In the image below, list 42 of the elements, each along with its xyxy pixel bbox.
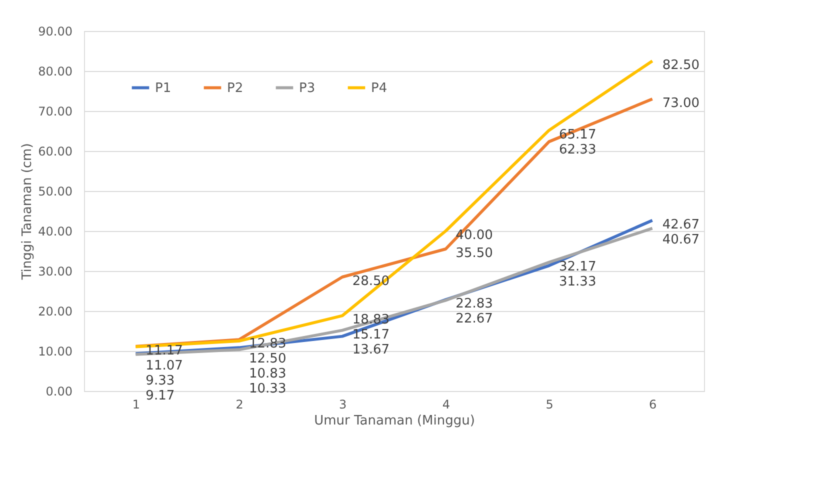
data-label: 40.67 (662, 232, 700, 248)
x-tick-label: 4 (442, 398, 450, 412)
y-tick-label: 50.00 (38, 184, 72, 198)
y-tick-label: 80.00 (38, 64, 72, 78)
data-label: 12.83 (249, 336, 286, 352)
y-tick-label: 10.00 (38, 344, 72, 358)
legend-label: P3 (299, 80, 316, 96)
legend-label: P2 (227, 80, 244, 96)
data-label: 32.17 (559, 259, 596, 274)
x-tick-label: 5 (546, 398, 554, 412)
data-label: 22.67 (456, 312, 493, 327)
legend-label: P4 (371, 80, 388, 96)
y-tick-label: 40.00 (38, 224, 72, 238)
x-tick-label: 1 (132, 398, 140, 412)
x-tick-label: 6 (649, 398, 657, 412)
x-tick-label: 2 (236, 398, 244, 412)
y-tick-label: 30.00 (38, 264, 72, 278)
data-label: 13.67 (352, 342, 390, 358)
data-label: 31.33 (559, 274, 596, 290)
data-label: 82.50 (662, 58, 700, 73)
data-label: 35.50 (456, 246, 493, 261)
y-tick-label: 60.00 (38, 144, 72, 158)
data-label: 18.83 (352, 312, 390, 328)
y-tick-label: 20.00 (38, 304, 72, 318)
data-label: 9.33 (146, 373, 175, 388)
x-tick-label: 3 (339, 398, 347, 412)
data-label: 15.17 (352, 328, 390, 343)
y-tick-label: 90.00 (38, 24, 72, 38)
y-tick-label: 0.00 (46, 384, 72, 398)
data-label: 22.83 (456, 296, 493, 312)
data-label: 10.83 (249, 366, 286, 382)
data-label: 11.07 (146, 358, 183, 374)
data-label: 73.00 (662, 96, 700, 111)
y-axis-title: Tinggi Tanaman (cm) (20, 143, 36, 281)
data-label: 62.33 (559, 142, 596, 158)
data-label: 12.50 (249, 352, 286, 367)
data-label: 42.67 (662, 217, 700, 232)
legend-label: P1 (155, 80, 172, 96)
y-tick-label: 70.00 (38, 104, 72, 118)
data-label: 9.17 (146, 388, 175, 404)
data-label: 10.33 (249, 382, 286, 397)
x-axis-title: Umur Tanaman (Minggu) (314, 414, 475, 428)
